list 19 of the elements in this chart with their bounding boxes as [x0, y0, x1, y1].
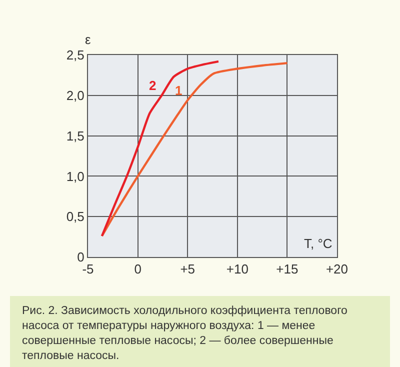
x-axis-title: T, °C: [304, 236, 332, 251]
line-series: [100, 62, 288, 238]
y-tick-label: 1,0: [66, 168, 84, 184]
x-tick-label: +10: [226, 262, 248, 277]
y-tick-label: 2,0: [66, 88, 84, 103]
y-tick-label: 0,5: [66, 209, 84, 224]
y-tick-label: 2,5: [66, 48, 84, 63]
x-tick-label: +20: [326, 262, 348, 277]
y-axis-title: ε: [85, 32, 91, 47]
series-label: 2: [149, 78, 156, 93]
x-tick-label: -5: [82, 262, 94, 277]
x-tick-label: 0: [134, 262, 142, 277]
series-label: 1: [175, 83, 182, 98]
x-tick-label: +5: [180, 262, 196, 277]
y-tick-label: 1,5: [66, 128, 84, 144]
text: Рис. 2. Зависимость холодильного коэффициента теплового насоса от температуры наружного воздуха: 1 — менее совершенные тепловые насосы; 2 — более совершенные тепловые насосы.: [22, 304, 348, 364]
y-tick-label: 0: [77, 250, 84, 265]
x-tick-label: +15: [276, 262, 298, 277]
line-series: [100, 60, 220, 238]
